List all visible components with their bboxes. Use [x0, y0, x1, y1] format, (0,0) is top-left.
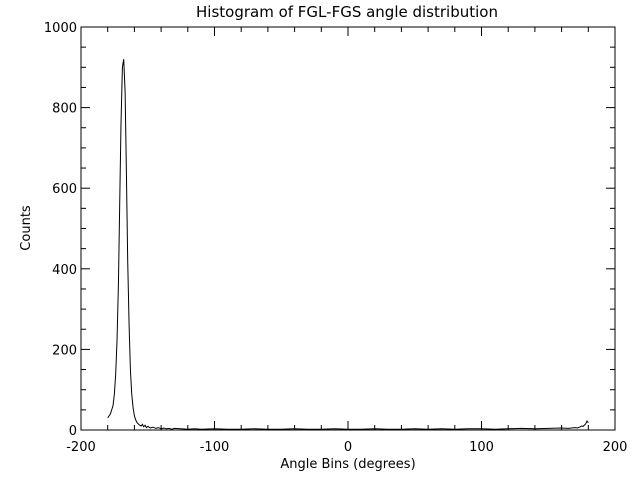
y-axis-label: Counts — [19, 205, 34, 251]
x-tick-label: 200 — [603, 440, 628, 455]
y-tick-label: 800 — [52, 102, 77, 117]
x-axis: -200 -100 0 100 200 — [66, 27, 627, 455]
chart-title: Histogram of FGL-FGS angle distribution — [196, 3, 498, 21]
x-tick-label: -200 — [66, 440, 96, 455]
y-tick-label: 0 — [69, 424, 77, 439]
x-axis-label: Angle Bins (degrees) — [280, 457, 415, 472]
y-tick-label: 600 — [52, 182, 77, 197]
x-tick-label: -100 — [200, 440, 230, 455]
y-axis: 0 200 400 600 800 1000 — [44, 21, 615, 439]
y-tick-label: 1000 — [44, 21, 77, 36]
y-tick-label: 400 — [52, 263, 77, 278]
y-tick-label: 200 — [52, 343, 77, 358]
series-line — [107, 59, 589, 430]
x-tick-label: 100 — [469, 440, 494, 455]
plot-frame — [80, 26, 616, 431]
x-tick-label: 0 — [344, 440, 352, 455]
